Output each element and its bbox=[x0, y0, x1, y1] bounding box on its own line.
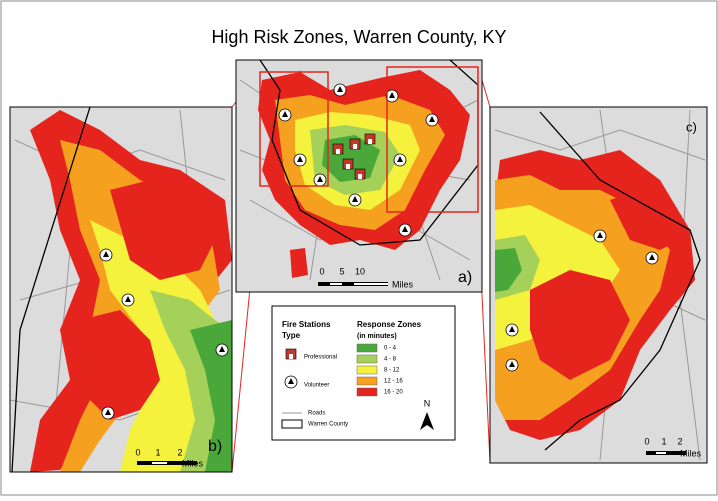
panel-a: 0 5 10 Miles a) bbox=[236, 60, 482, 292]
scale-tick: 2 bbox=[177, 447, 182, 457]
north-arrow: N bbox=[424, 398, 431, 408]
scale-tick: 1 bbox=[155, 447, 160, 457]
legend-label: 8 - 12 bbox=[384, 368, 400, 374]
scale-tick: 0 bbox=[319, 266, 324, 276]
title: High Risk Zones, Warren County, KY bbox=[211, 27, 506, 47]
legend-label: Volunteer bbox=[304, 383, 329, 389]
scale-tick: 10 bbox=[355, 266, 365, 276]
scale-unit: Miles bbox=[680, 448, 702, 458]
legend-heading: Fire Stations bbox=[282, 320, 331, 329]
legend-swatch bbox=[356, 387, 378, 397]
panel-label: a) bbox=[458, 269, 472, 286]
scale-unit: Miles bbox=[392, 279, 414, 289]
legend-label: Warren County bbox=[308, 422, 348, 428]
legend-swatch bbox=[356, 343, 378, 353]
legend-heading: Response Zones bbox=[357, 320, 422, 329]
legend-label: 4 - 8 bbox=[384, 357, 397, 363]
scale-tick: 2 bbox=[677, 436, 682, 446]
legend-subheading: Type bbox=[282, 331, 301, 340]
legend-swatch bbox=[356, 365, 378, 375]
legend-label: 0 - 4 bbox=[384, 346, 397, 352]
scale-tick: 0 bbox=[644, 436, 649, 446]
scale-tick: 0 bbox=[135, 447, 140, 457]
panel-b: 0 1 2 Miles b) bbox=[10, 107, 232, 472]
panel-label: b) bbox=[208, 438, 222, 455]
panel-c: 0 1 2 Miles c) bbox=[490, 107, 707, 463]
legend-label: 12 - 16 bbox=[384, 379, 403, 385]
scale-unit: Miles bbox=[182, 458, 204, 468]
scale-tick: 5 bbox=[339, 266, 344, 276]
legend: Fire Stations Type Professional Voluntee… bbox=[271, 305, 456, 441]
panel-label: c) bbox=[686, 119, 697, 134]
legend-swatch bbox=[356, 354, 378, 364]
scale-tick: 1 bbox=[661, 436, 666, 446]
legend-label: 16 - 20 bbox=[384, 390, 403, 396]
legend-swatch bbox=[356, 376, 378, 386]
legend-label: Roads bbox=[308, 411, 325, 417]
legend-label: Professional bbox=[304, 355, 337, 361]
legend-subheading: (in minutes) bbox=[357, 333, 397, 340]
